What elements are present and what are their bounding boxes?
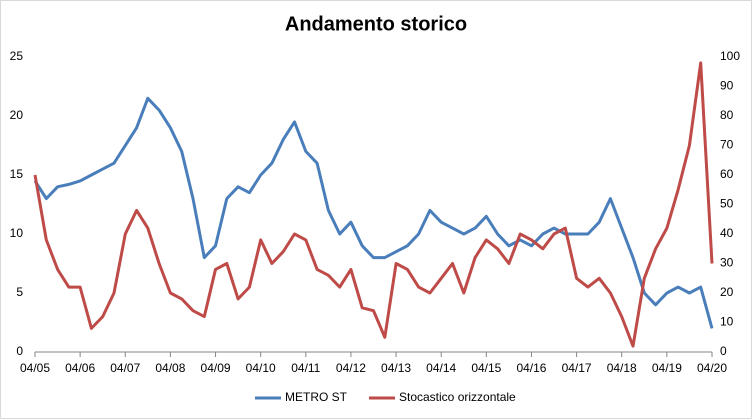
y-tick-label: 25 — [10, 49, 24, 63]
y-tick-label: 0 — [16, 344, 23, 358]
y2-tick-label: 100 — [720, 49, 740, 63]
y2-tick-label: 20 — [720, 285, 734, 299]
y-tick-label: 10 — [10, 226, 24, 240]
x-tick-label: 04/17 — [562, 361, 592, 375]
y2-tick-label: 40 — [720, 226, 734, 240]
y2-tick-label: 0 — [720, 344, 727, 358]
y-tick-label: 15 — [10, 167, 24, 181]
y-tick-label: 20 — [10, 108, 24, 122]
x-tick-label: 04/18 — [607, 361, 637, 375]
y2-tick-label: 30 — [720, 256, 734, 270]
x-tick-label: 04/14 — [426, 361, 456, 375]
x-tick-label: 04/11 — [291, 361, 320, 375]
x-tick-label: 04/20 — [697, 361, 727, 375]
x-tick-label: 04/06 — [65, 361, 95, 375]
y-tick-label: 5 — [16, 285, 23, 299]
y2-tick-label: 50 — [720, 197, 734, 211]
x-tick-label: 04/12 — [336, 361, 366, 375]
chart-title: Andamento storico — [285, 13, 467, 35]
x-tick-label: 04/16 — [516, 361, 546, 375]
y2-tick-label: 10 — [720, 315, 734, 329]
series-line — [33, 96, 714, 329]
x-tick-label: 04/13 — [381, 361, 411, 375]
y2-tick-label: 70 — [720, 138, 734, 152]
x-tick-label: 04/15 — [471, 361, 501, 375]
series-line — [33, 61, 714, 348]
y2-tick-label: 90 — [720, 79, 734, 93]
y2-tick-label: 80 — [720, 108, 734, 122]
x-tick-label: 04/08 — [155, 361, 185, 375]
x-tick-label: 04/19 — [652, 361, 682, 375]
legend-label: Stocastico orizzontale — [399, 390, 516, 404]
legend-label: METRO ST — [285, 390, 348, 404]
x-tick-label: 04/09 — [201, 361, 231, 375]
y2-tick-label: 60 — [720, 167, 734, 181]
x-tick-label: 04/10 — [246, 361, 276, 375]
x-tick-label: 04/05 — [20, 361, 50, 375]
x-tick-label: 04/07 — [110, 361, 140, 375]
